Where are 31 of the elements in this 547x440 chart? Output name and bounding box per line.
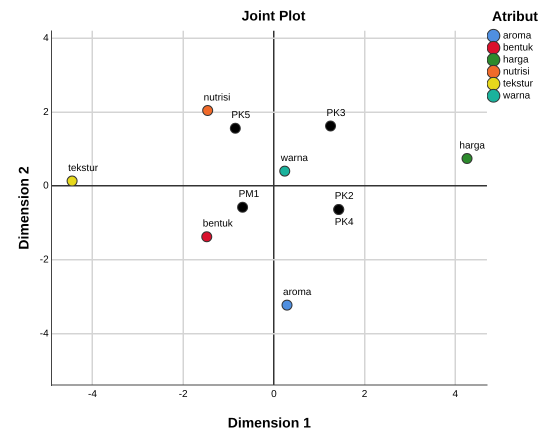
y-tick-label: 4 <box>43 32 50 44</box>
chart-title: Joint Plot <box>242 7 306 24</box>
annotation: PK2 <box>334 191 354 202</box>
legend-label: bentuk <box>502 42 534 54</box>
annotation: PK3 <box>326 108 346 119</box>
x-axis-title: Dimension 1 <box>228 414 312 430</box>
x-tick-label: 2 <box>362 388 368 400</box>
y-tick-label: 0 <box>43 180 50 192</box>
x-tick-label: -4 <box>88 388 98 400</box>
legend-label: nutrisi <box>502 66 530 78</box>
legend-label: harga <box>502 54 529 66</box>
legend-title: Atribut <box>492 8 538 24</box>
legend-label: aroma <box>502 30 532 42</box>
x-tick-label: 4 <box>452 388 458 400</box>
y-axis-title: Dimension 2 <box>15 166 32 250</box>
y-tick-label: 2 <box>43 106 50 118</box>
annotation: tekstur <box>68 162 99 174</box>
y-tick-label: -2 <box>40 254 50 266</box>
annotation: PK4 <box>334 217 354 228</box>
y-tick-label: -4 <box>40 328 50 340</box>
x-tick-label: -2 <box>178 388 188 400</box>
annotation: nutrisi <box>204 92 230 104</box>
annotation: bentuk <box>202 218 234 230</box>
legend-label: tekstur <box>502 78 534 90</box>
annotation: PM1 <box>238 189 260 200</box>
legend-label: warna <box>502 90 531 102</box>
annotation: PK5 <box>231 110 251 122</box>
annotation: aroma <box>283 286 312 298</box>
annotation: harga <box>459 140 486 152</box>
x-tick-label: 0 <box>271 388 278 400</box>
annotation: warna <box>280 152 308 164</box>
